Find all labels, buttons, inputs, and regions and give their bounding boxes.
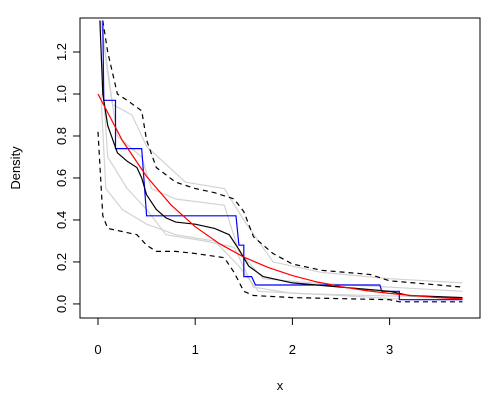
x-tick-label: 3	[386, 342, 393, 357]
series-line	[100, 93, 463, 301]
y-tick-label: 0.6	[54, 169, 69, 187]
y-tick-label: 0.4	[54, 211, 69, 229]
x-tick-label: 0	[94, 342, 101, 357]
series-line	[100, 20, 463, 284]
plot-lines	[97, 20, 463, 303]
y-axis-label: Density	[8, 146, 23, 190]
y-tick-label: 0.2	[54, 253, 69, 271]
plot-frame	[79, 17, 481, 319]
y-tick-label: 0.0	[54, 295, 69, 313]
series-line	[97, 131, 463, 303]
x-tick-label: 2	[289, 342, 296, 357]
series-line	[102, 20, 463, 288]
y-tick-label: 1.0	[54, 85, 69, 103]
series-line	[100, 20, 463, 292]
y-tick-label: 0.8	[54, 127, 69, 145]
series-line	[100, 51, 463, 299]
series-line	[99, 20, 463, 299]
x-tick-label: 1	[192, 342, 199, 357]
y-tick-label: 1.2	[54, 43, 69, 61]
series-line	[97, 93, 463, 300]
x-axis-label: x	[277, 378, 284, 393]
series-line	[102, 20, 463, 301]
